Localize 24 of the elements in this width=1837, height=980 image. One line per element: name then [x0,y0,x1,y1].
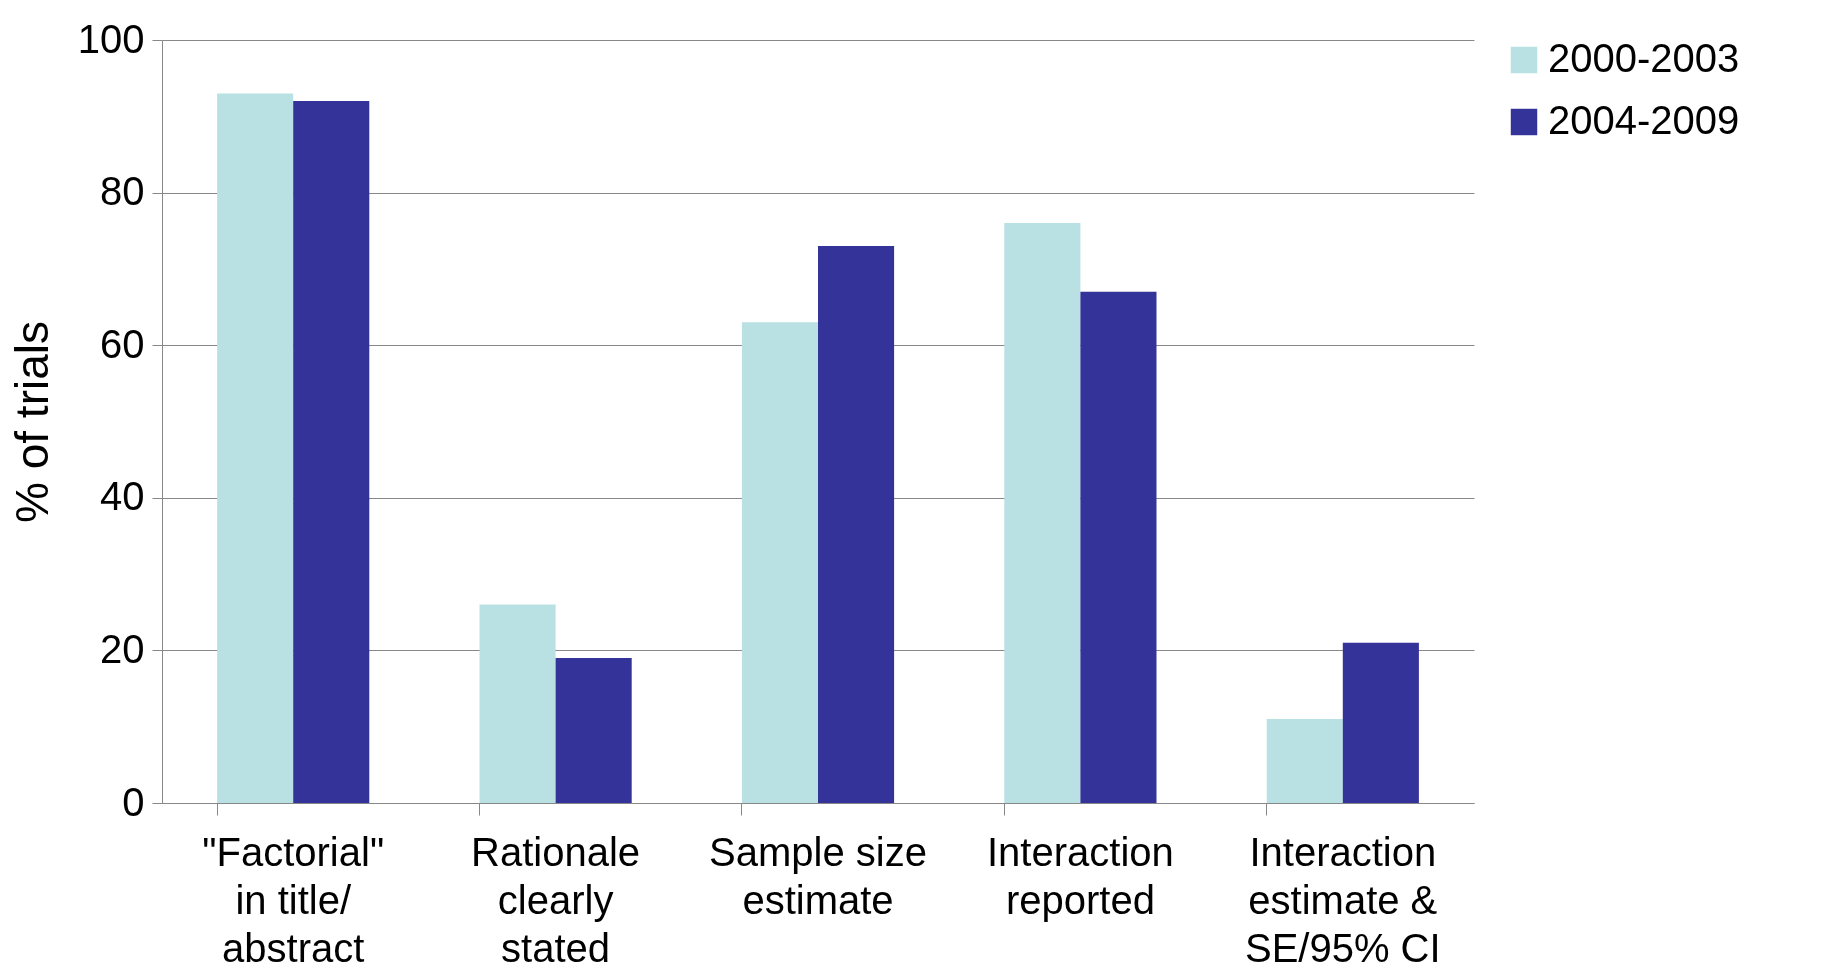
x-tick-label: Interaction reported [987,829,1174,922]
y-tick-label: 40 [100,474,145,519]
bar [293,101,370,803]
y-tick-label: 20 [100,626,145,671]
y-axis-title: % of trials [5,321,58,523]
bar [1266,719,1343,803]
bar [1342,642,1419,803]
y-tick-label: 80 [100,169,145,214]
legend-label: 2004-2009 [1548,98,1740,142]
x-tick-label: Interaction estimate & SE/95% CI [1244,829,1441,970]
x-tick-label: Rationale clearly stated [471,829,641,970]
bar [555,658,632,803]
bar [479,604,556,803]
y-tick-label: 60 [100,321,145,366]
x-tick-label: Sample size estimate [709,829,927,922]
legend-label: 2000-2003 [1548,36,1740,80]
bar [1004,223,1081,803]
y-tick-label: 0 [122,779,145,824]
bar [1080,291,1157,803]
y-tick-label: 100 [77,16,145,61]
bar [741,322,818,803]
bar [818,246,895,803]
bar [217,93,294,803]
x-tick-label: "Factorial" in title/ abstract [202,829,385,970]
